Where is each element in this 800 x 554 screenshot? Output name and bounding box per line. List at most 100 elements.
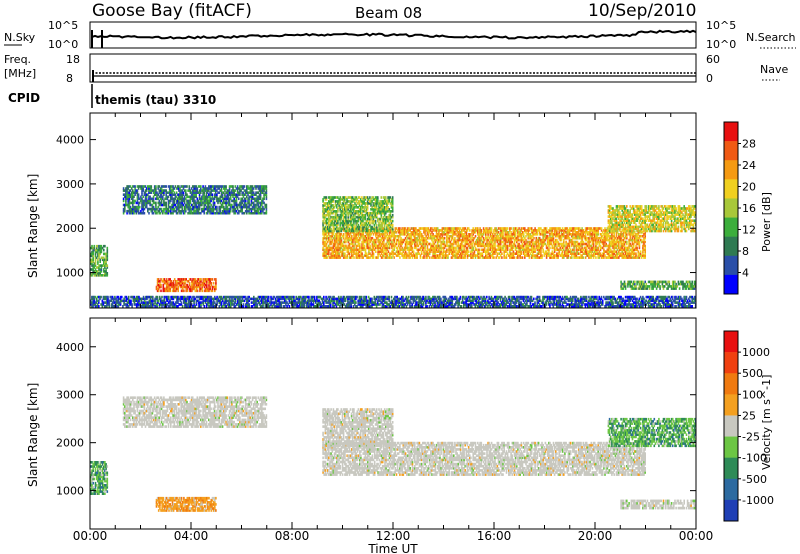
- power-cell-f3: [357, 256, 360, 259]
- power-cell-f3: [403, 252, 406, 255]
- power-cell-f0: [98, 268, 100, 271]
- power-cell-f3: [393, 238, 395, 242]
- power-cell-f4: [322, 213, 324, 217]
- power-cell-f2: [203, 203, 205, 207]
- power-cell-f3: [348, 234, 351, 238]
- power-cell-f1: [180, 278, 183, 281]
- power-cell-f3: [354, 242, 356, 246]
- power-cell-f3: [412, 240, 415, 244]
- power-cell-f2: [167, 203, 170, 207]
- power-cell-f3: [582, 231, 585, 234]
- power-cell-f3: [420, 236, 423, 240]
- power-cell-f3: [403, 231, 406, 234]
- power-cell-f2: [145, 199, 148, 203]
- power-cell-f3: [347, 236, 350, 240]
- power-cell-f2: [257, 203, 260, 207]
- power-cell-f3: [568, 244, 571, 248]
- power-cell-f3: [353, 233, 355, 236]
- power-cell-f2: [240, 197, 242, 201]
- power-cell-f3: [514, 236, 517, 240]
- power-cell-f3: [489, 234, 492, 238]
- power-cell-f3: [387, 236, 390, 240]
- power-cell-f2: [255, 199, 257, 203]
- power-cell-f3: [428, 236, 431, 240]
- power-cell-f3: [377, 248, 379, 252]
- power-cell-f3: [383, 227, 385, 230]
- power-cell-f3: [604, 254, 606, 257]
- power-cell-f3: [431, 234, 433, 238]
- power-cell-f2: [151, 211, 154, 215]
- power-cell-f3: [612, 256, 614, 259]
- power-cell-f1: [208, 281, 210, 285]
- power-cell-f3: [433, 236, 436, 240]
- power-cell-f3: [622, 256, 625, 259]
- power-cell-f3: [614, 240, 617, 244]
- power-cell-f1: [159, 285, 161, 289]
- power-cell-f3: [566, 250, 568, 253]
- power-cell-f2: [143, 185, 146, 188]
- power-cell-f3: [379, 246, 382, 250]
- power-cell-f3: [372, 252, 375, 255]
- power-cell-f3: [548, 240, 550, 244]
- power-cell-f2: [150, 189, 153, 192]
- power-cell-f2: [191, 195, 194, 199]
- power-cell-f1: [195, 287, 198, 291]
- power-cell-f1: [196, 283, 199, 287]
- power-cell-f3: [424, 244, 426, 248]
- power-cell-f1: [170, 280, 173, 283]
- power-cell-f1: [163, 280, 166, 283]
- power-cell-f2: [188, 187, 191, 190]
- power-cell-f2: [204, 195, 207, 199]
- power-cell-f1: [202, 283, 205, 287]
- power-cell-f2: [201, 207, 203, 211]
- power-cell-f3: [581, 234, 583, 238]
- power-cell-f3: [325, 238, 328, 242]
- power-cell-f2: [145, 187, 148, 190]
- power-cell-f0: [91, 258, 93, 262]
- power-cell-f3: [432, 234, 434, 238]
- power-cell-f2: [142, 203, 144, 207]
- power-cell-f3: [474, 254, 477, 257]
- power-cell-f3: [643, 242, 645, 246]
- power-cell-f1: [171, 289, 174, 293]
- power-cell-f3: [527, 240, 530, 244]
- power-cell-f3: [509, 254, 511, 257]
- power-cell-f3: [397, 227, 400, 230]
- power-cell-f2: [234, 193, 237, 196]
- power-cell-f2: [156, 191, 158, 194]
- power-cell-f3: [433, 227, 436, 230]
- power-cell-f3: [427, 252, 430, 255]
- power-cell-f3: [544, 250, 547, 253]
- power-cell-f3: [561, 234, 564, 238]
- power-cell-f3: [372, 246, 375, 250]
- power-cell-f2: [141, 203, 143, 207]
- power-cell-f2: [221, 185, 224, 188]
- power-cell-f3: [426, 256, 429, 259]
- power-cell-f2: [233, 201, 235, 205]
- power-cell-f2: [144, 205, 147, 209]
- power-cell-f3: [444, 229, 447, 232]
- power-cell-f2: [152, 201, 155, 205]
- power-cell-f3: [503, 236, 505, 240]
- power-cell-f3: [458, 236, 461, 240]
- power-cell-f3: [344, 248, 346, 252]
- power-cell-f1: [160, 285, 162, 289]
- power-cell-f3: [588, 254, 590, 257]
- power-cell-f3: [517, 250, 519, 253]
- power-cell-f3: [376, 236, 378, 240]
- power-cell-f3: [457, 233, 460, 236]
- power-cell-f3: [606, 234, 609, 238]
- power-data: [90, 185, 697, 308]
- power-cell-f2: [195, 205, 197, 209]
- power-cell-f2: [171, 191, 173, 194]
- power-cell-f3: [592, 233, 595, 236]
- power-cell-f0: [105, 256, 107, 260]
- power-cell-f3: [438, 248, 440, 252]
- power-cell-f3: [536, 231, 539, 234]
- power-cell-f3: [514, 246, 517, 250]
- power-cell-f3: [434, 240, 437, 244]
- power-cell-f4: [328, 213, 330, 217]
- power-cell-f3: [340, 240, 343, 244]
- power-cell-f3: [453, 252, 455, 255]
- power-cell-f2: [232, 185, 234, 188]
